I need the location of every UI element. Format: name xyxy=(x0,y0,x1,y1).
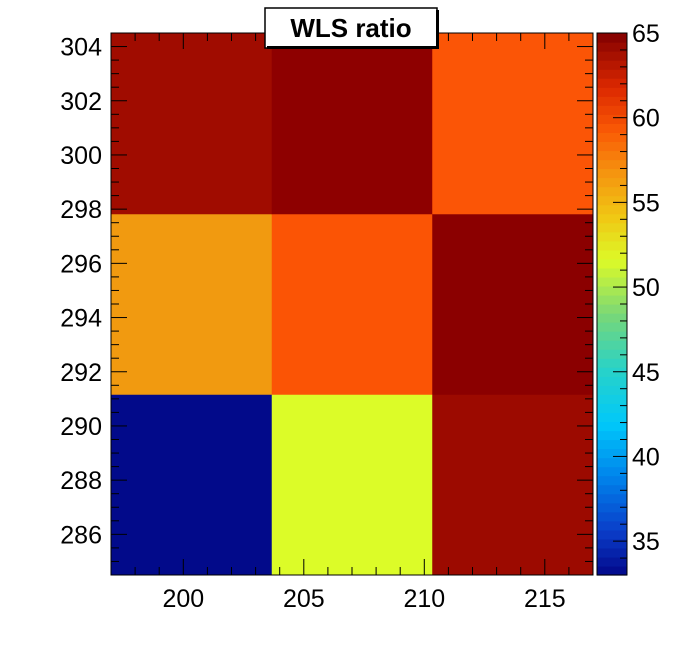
color-scale-segment xyxy=(597,457,627,468)
x-tick-label: 205 xyxy=(283,585,325,613)
color-scale-segment xyxy=(597,448,627,459)
color-scale-segment xyxy=(597,141,627,152)
color-scale-segment xyxy=(597,547,627,558)
color-scale-segment xyxy=(597,556,627,567)
color-scale-segment xyxy=(597,186,627,197)
color-scale-segment xyxy=(597,331,627,341)
color-scale-segment xyxy=(597,502,627,513)
color-scale-segment xyxy=(597,240,627,251)
y-axis: 286 288 290 292 294 296 298 300 302 304 xyxy=(60,32,593,576)
color-scale-segment xyxy=(597,42,627,52)
color-scale-segment xyxy=(597,78,627,88)
z-tick-label: 60 xyxy=(632,105,660,133)
z-tick-label: 65 xyxy=(632,20,660,48)
color-scale-segment xyxy=(597,258,627,269)
color-scale-segment xyxy=(597,69,627,79)
z-tick-label: 55 xyxy=(632,189,660,217)
color-scale-axis: 35 40 45 50 55 60 65 xyxy=(613,20,660,559)
color-scale-segment xyxy=(597,168,627,179)
heatmap-cell-0 xyxy=(111,394,273,576)
heatmap-cell-3 xyxy=(111,213,273,395)
heatmap-cell-2 xyxy=(432,394,594,576)
color-scale-segment xyxy=(597,231,627,242)
color-scale-bar xyxy=(596,32,628,576)
y-tick-label: 292 xyxy=(60,359,102,387)
heatmap-cells xyxy=(111,33,594,576)
color-scale-segment xyxy=(597,60,627,70)
color-scale-segment xyxy=(597,87,627,97)
x-tick-label: 200 xyxy=(162,585,204,613)
color-scale-segment xyxy=(597,177,627,188)
y-tick-label: 304 xyxy=(60,34,102,62)
color-scale-segment xyxy=(597,276,627,287)
color-scale-segment xyxy=(597,538,627,549)
z-tick-label: 40 xyxy=(632,443,660,471)
y-tick-label: 302 xyxy=(60,88,102,116)
chart-title: WLS ratio xyxy=(290,13,411,43)
color-scale-segment xyxy=(597,51,627,61)
color-scale-segment xyxy=(597,213,627,224)
color-scale-segment xyxy=(597,358,627,368)
y-tick-label: 286 xyxy=(60,521,102,549)
y-tick-label: 294 xyxy=(60,305,102,333)
color-scale-segment xyxy=(597,367,627,377)
color-scale-segment xyxy=(597,493,627,504)
color-scale-segment xyxy=(597,294,627,305)
color-scale-segment xyxy=(597,132,627,142)
y-tick-label: 298 xyxy=(60,196,102,224)
color-scale-segment xyxy=(597,511,627,522)
color-scale-segment xyxy=(597,33,627,43)
heatmap-cell-6 xyxy=(111,33,273,215)
z-tick-label: 50 xyxy=(632,274,660,302)
color-scale-segment xyxy=(597,267,627,278)
heatmap-cell-4 xyxy=(271,213,433,395)
color-scale-segment xyxy=(597,105,627,115)
heatmap-cell-8 xyxy=(432,33,594,215)
color-scale-segment xyxy=(597,565,627,576)
y-tick-label: 290 xyxy=(60,413,102,441)
z-tick-label: 35 xyxy=(632,528,660,556)
color-scale-segment xyxy=(597,475,627,486)
z-tick-label: 45 xyxy=(632,359,660,387)
color-scale-segment xyxy=(597,439,627,450)
color-scale-segment xyxy=(597,349,627,359)
color-scale-segment xyxy=(597,385,627,395)
color-scale-segment xyxy=(597,466,627,477)
color-scale-segment xyxy=(597,421,627,432)
color-scale-segment xyxy=(597,529,627,540)
color-scale-segment xyxy=(597,114,627,124)
color-scale-segment xyxy=(597,195,627,206)
color-scale-segment xyxy=(597,204,627,215)
color-scale-segment xyxy=(597,123,627,133)
color-scale-segment xyxy=(597,313,627,323)
color-scale-segment xyxy=(597,304,627,314)
heatmap-cell-5 xyxy=(432,213,594,395)
x-tick-label: 215 xyxy=(524,585,566,613)
y-tick-label: 296 xyxy=(60,250,102,278)
color-scale-segment xyxy=(597,159,627,170)
color-scale-segment xyxy=(597,430,627,441)
color-scale-segment xyxy=(597,520,627,531)
color-scale-segment xyxy=(597,285,627,296)
heatmap-cell-7 xyxy=(271,33,433,215)
chart-title-box: WLS ratio xyxy=(264,7,439,49)
color-scale-segment xyxy=(597,484,627,495)
color-scale-segment xyxy=(597,322,627,332)
color-scale-segment xyxy=(597,394,627,404)
color-scale-segment xyxy=(597,96,627,106)
color-scale-segment xyxy=(597,222,627,233)
y-tick-label: 300 xyxy=(60,142,102,170)
color-scale-segment xyxy=(597,412,627,423)
heatmap-cell-1 xyxy=(271,394,433,576)
color-scale-segment xyxy=(597,249,627,260)
color-scale-segment xyxy=(597,376,627,386)
color-scale-segment xyxy=(597,403,627,413)
x-tick-label: 210 xyxy=(403,585,445,613)
color-scale-segment xyxy=(597,150,627,161)
y-tick-label: 288 xyxy=(60,467,102,495)
color-scale-segment xyxy=(597,340,627,350)
